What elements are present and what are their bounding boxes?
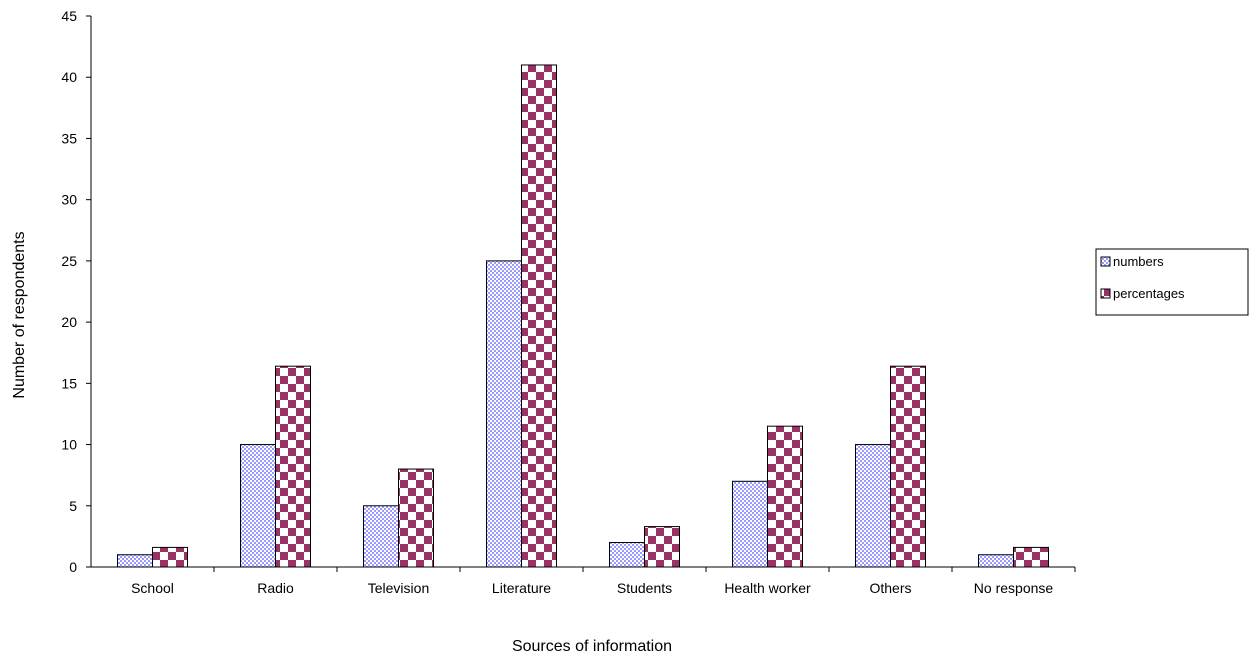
y-tick-label: 10: [61, 437, 77, 453]
x-category-label: Television: [368, 580, 429, 596]
x-axis-labels: School Radio Television Literature Students H…: [131, 567, 1076, 596]
bar-numbers-health-worker: [732, 480, 768, 568]
x-category-label: School: [131, 580, 174, 596]
bar-numbers-television: [363, 505, 399, 568]
bar-percentages-literature: [521, 64, 557, 568]
legend-label-percentages: percentages: [1113, 286, 1185, 301]
bar-percentages-radio: [275, 365, 311, 568]
bar-percentages-students: [644, 526, 680, 568]
bar-numbers-no-response: [978, 554, 1014, 568]
legend-label-numbers: numbers: [1113, 254, 1164, 269]
y-tick-label: 25: [61, 253, 77, 269]
y-tick-label: 15: [61, 375, 77, 391]
y-tick-label: 5: [69, 498, 77, 514]
legend-swatch-numbers: [1100, 256, 1111, 267]
bar-percentages-television: [398, 468, 434, 568]
bar-percentages-health-worker: [767, 425, 803, 568]
x-category-label: Health worker: [724, 580, 811, 596]
x-category-label: Others: [869, 580, 911, 596]
y-tick-label: 30: [61, 192, 77, 208]
y-tick-label: 0: [69, 559, 77, 575]
bar-numbers-school: [117, 554, 153, 568]
bar-percentages-no-response: [1013, 546, 1049, 568]
legend-box: [1095, 248, 1249, 316]
bars-group: [117, 64, 1049, 568]
x-category-label: No response: [974, 580, 1054, 596]
bar-percentages-school: [152, 546, 188, 568]
bar-percentages-others: [890, 365, 926, 568]
bar-numbers-radio: [240, 444, 276, 568]
legend: numbers percentages: [1095, 248, 1249, 316]
legend-swatch-percentages: [1100, 288, 1111, 299]
x-category-label: Literature: [492, 580, 551, 596]
y-tick-label: 45: [61, 8, 77, 24]
bar-numbers-others: [855, 444, 891, 568]
bar-numbers-literature: [486, 260, 522, 568]
x-category-label: Radio: [257, 580, 294, 596]
bar-numbers-students: [609, 542, 645, 568]
y-axis-title: Number of respondents: [11, 231, 28, 398]
x-category-label: Students: [617, 580, 672, 596]
x-axis-title: Sources of information: [512, 638, 672, 655]
y-tick-label: 35: [61, 130, 77, 146]
y-tick-label: 40: [61, 69, 77, 85]
y-axis-ticks: 0 5 10 15 20 25 30 35 40 45: [61, 8, 91, 575]
y-tick-label: 20: [61, 314, 77, 330]
